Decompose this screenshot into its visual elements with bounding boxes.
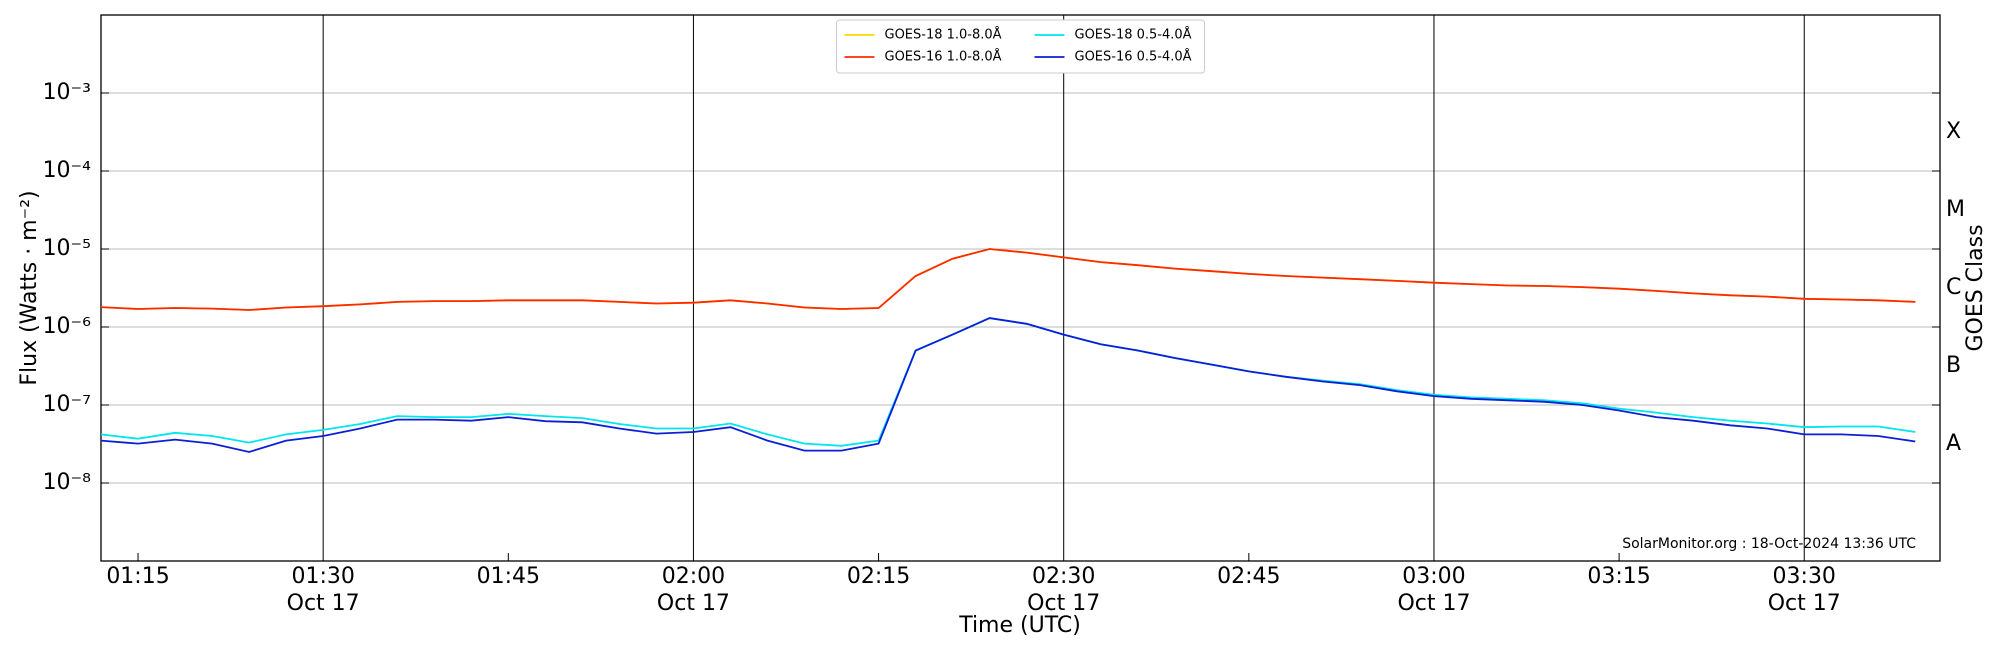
x-tick-label: 03:00 — [1402, 564, 1465, 589]
plot-frame — [100, 14, 1941, 562]
x-tick-label: Oct 17 — [1027, 591, 1100, 616]
x-tick-label: 02:00 — [662, 564, 725, 589]
annotation: SolarMonitor.org : 18-Oct-2024 13:36 UTC — [1622, 536, 1916, 552]
legend-box — [836, 19, 1205, 74]
y2-tick-label: C — [1946, 275, 1961, 300]
y-tick-label: 10⁻⁶ — [43, 314, 92, 339]
series-line — [100, 317, 1916, 453]
x-tick-label: 02:30 — [1032, 564, 1095, 589]
x-tick-label: Oct 17 — [657, 591, 730, 616]
x-tick-label: 03:30 — [1773, 564, 1836, 589]
x-tick-label: 02:45 — [1217, 564, 1280, 589]
y2-axis-title: GOES Class — [1963, 224, 1988, 351]
x-tick-label: 01:30 — [291, 564, 354, 589]
legend-label: GOES-18 1.0-8.0Å — [885, 27, 1002, 43]
x-tick-label: 02:15 — [847, 564, 910, 589]
legend: GOES-18 1.0-8.0Å GOES-16 1.0-8.0Å GOES-18 … — [836, 19, 1205, 74]
y2-tick-label: X — [1946, 119, 1961, 144]
series-line — [100, 248, 1916, 311]
series-line — [100, 317, 1916, 447]
y-axis-title: Flux (Watts · m⁻²) — [17, 190, 42, 385]
y-tick-label: 10⁻⁷ — [43, 392, 91, 417]
x-tick-label: Oct 17 — [1397, 591, 1470, 616]
y-tick-label: 10⁻⁵ — [43, 236, 91, 261]
y2-tick-label: M — [1946, 197, 1965, 222]
x-tick-label: 01:45 — [477, 564, 540, 589]
series-line — [100, 248, 1916, 311]
x-tick-label: 01:15 — [106, 564, 169, 589]
y-tick-label: 10⁻⁸ — [43, 470, 92, 495]
x-tick-label: Oct 17 — [1768, 591, 1841, 616]
y-tick-label: 10⁻⁴ — [43, 158, 92, 183]
x-tick-label: 03:15 — [1587, 564, 1650, 589]
y-tick-label: 10⁻³ — [43, 80, 91, 105]
legend-label: GOES-16 0.5-4.0Å — [1075, 49, 1192, 65]
legend-label: GOES-18 0.5-4.0Å — [1075, 27, 1192, 43]
x-tick-label: Oct 17 — [287, 591, 360, 616]
legend-label: GOES-16 1.0-8.0Å — [885, 49, 1002, 65]
y2-tick-label: A — [1946, 431, 1961, 456]
y2-tick-label: B — [1946, 353, 1961, 378]
x-axis-title: Time (UTC) — [958, 613, 1081, 638]
